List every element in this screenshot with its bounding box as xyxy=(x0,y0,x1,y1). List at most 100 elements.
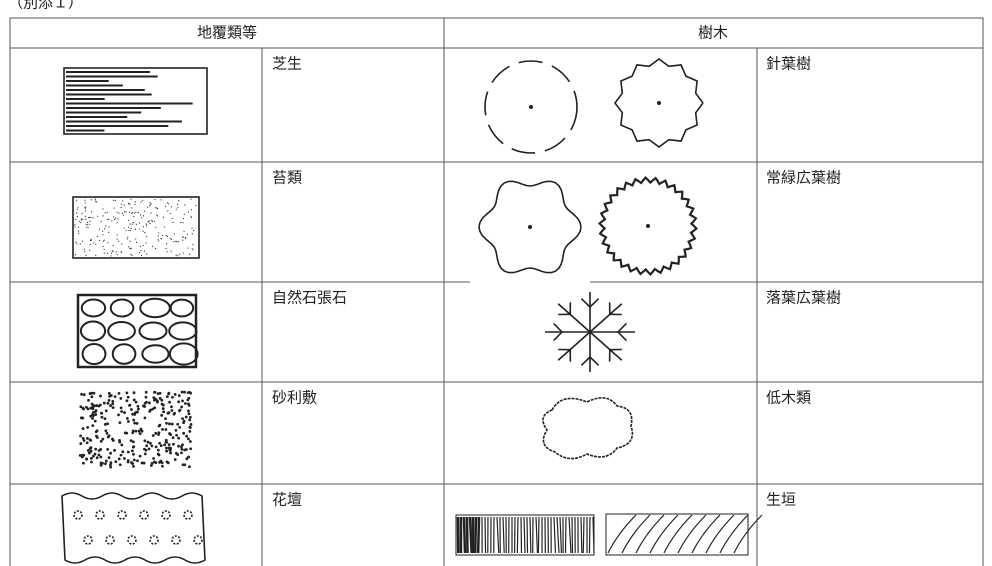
moss-dot xyxy=(143,250,146,252)
moss-dot xyxy=(105,225,107,227)
gravel-dot xyxy=(91,407,95,411)
gravel-dot xyxy=(186,398,190,402)
moss-dot xyxy=(106,211,108,214)
moss-dot xyxy=(182,222,184,224)
gravel-dot xyxy=(132,465,135,468)
gravel-dot xyxy=(167,446,171,450)
moss-dot xyxy=(177,206,179,208)
gravel-dot xyxy=(187,412,191,416)
moss-dot xyxy=(190,198,192,200)
gravel-dot xyxy=(149,408,152,412)
moss-dot xyxy=(165,234,167,237)
moss-dot xyxy=(158,232,160,234)
moss-dot xyxy=(156,215,158,217)
gravel-dot xyxy=(125,391,129,395)
gravel-dot xyxy=(79,434,82,438)
moss-dot xyxy=(77,207,79,209)
flower xyxy=(193,535,203,545)
gravel-dot xyxy=(114,460,118,464)
gravel-dot xyxy=(147,447,151,451)
gravel-dot xyxy=(85,405,88,409)
gravel-dot xyxy=(170,409,174,412)
moss-dot xyxy=(76,216,78,218)
gravel-dot xyxy=(126,460,130,464)
moss-dot xyxy=(90,199,92,201)
stone xyxy=(141,344,170,364)
twig xyxy=(580,298,591,308)
moss-dot xyxy=(86,224,89,226)
gravel-dot xyxy=(86,425,90,429)
gravel-dot xyxy=(142,461,146,465)
moss-dot xyxy=(108,226,110,228)
gravel-dot xyxy=(181,443,184,447)
gravel-dot xyxy=(91,413,94,417)
hedge-hatch xyxy=(476,516,481,554)
moss-dot xyxy=(173,233,175,235)
moss-dot xyxy=(123,227,125,229)
gravel-dot xyxy=(143,452,147,456)
moss-dot xyxy=(80,219,82,221)
gravel-dot xyxy=(188,429,192,433)
gravel-dot xyxy=(143,401,147,405)
moss-dot xyxy=(113,218,116,220)
moss-dot xyxy=(157,238,159,240)
moss-dot xyxy=(114,199,116,202)
moss-dot xyxy=(183,236,185,238)
gravel-dot xyxy=(160,413,164,417)
gravel-dot xyxy=(143,439,147,443)
gravel-dot xyxy=(109,461,113,465)
gravel-dot xyxy=(161,427,164,431)
moss-dot xyxy=(111,250,113,252)
moss-dot xyxy=(140,254,143,257)
gravel-dot xyxy=(86,436,89,440)
moss-dot xyxy=(76,199,78,201)
moss-dot xyxy=(140,201,142,203)
gravel-dot xyxy=(151,434,155,437)
gravel-dot xyxy=(148,441,152,445)
gravel-dot xyxy=(170,422,174,426)
gravel-dot xyxy=(180,390,184,394)
gravel-dot xyxy=(99,394,102,398)
gravel-dot xyxy=(172,442,175,446)
moss-dot xyxy=(175,208,177,210)
moss-dot xyxy=(121,252,123,254)
gravel-dot xyxy=(91,411,95,414)
gravel-dot xyxy=(168,448,172,452)
moss-dot xyxy=(151,220,153,223)
moss-dot xyxy=(87,226,89,228)
moss-dot xyxy=(121,212,123,214)
hedge-weave xyxy=(733,514,763,554)
moss-dot xyxy=(85,223,87,226)
moss-dot xyxy=(112,244,114,247)
gravel-dot xyxy=(79,442,83,445)
gravel-dot xyxy=(188,465,191,469)
moss-dot xyxy=(195,204,197,207)
moss-dot xyxy=(180,222,182,224)
moss-dot xyxy=(97,215,99,217)
gravel-dot xyxy=(80,416,84,420)
moss-dot xyxy=(84,251,86,253)
gravel-dot xyxy=(99,463,103,467)
gravel-dot xyxy=(154,461,158,465)
moss-dot xyxy=(95,243,97,245)
gravel-dot xyxy=(85,457,88,461)
hedge-weave xyxy=(719,514,749,554)
moss-dot xyxy=(160,199,162,201)
gravel-dot xyxy=(145,444,149,448)
gravel-dot xyxy=(161,464,164,468)
hedge-hatch xyxy=(580,516,583,554)
hedge-hatch xyxy=(529,516,532,554)
gravel-dot xyxy=(183,463,187,467)
table-grid xyxy=(9,17,984,566)
moss-dot xyxy=(162,216,165,218)
moss-dot xyxy=(81,240,83,242)
moss-dot xyxy=(76,212,78,214)
moss-dot xyxy=(135,223,137,225)
stone xyxy=(138,321,168,341)
stone xyxy=(168,321,198,341)
moss-dot xyxy=(94,200,97,202)
moss-dot xyxy=(179,253,181,255)
shrub-symbol xyxy=(542,397,634,460)
symbols xyxy=(61,58,763,564)
gravel-dot xyxy=(113,395,117,398)
